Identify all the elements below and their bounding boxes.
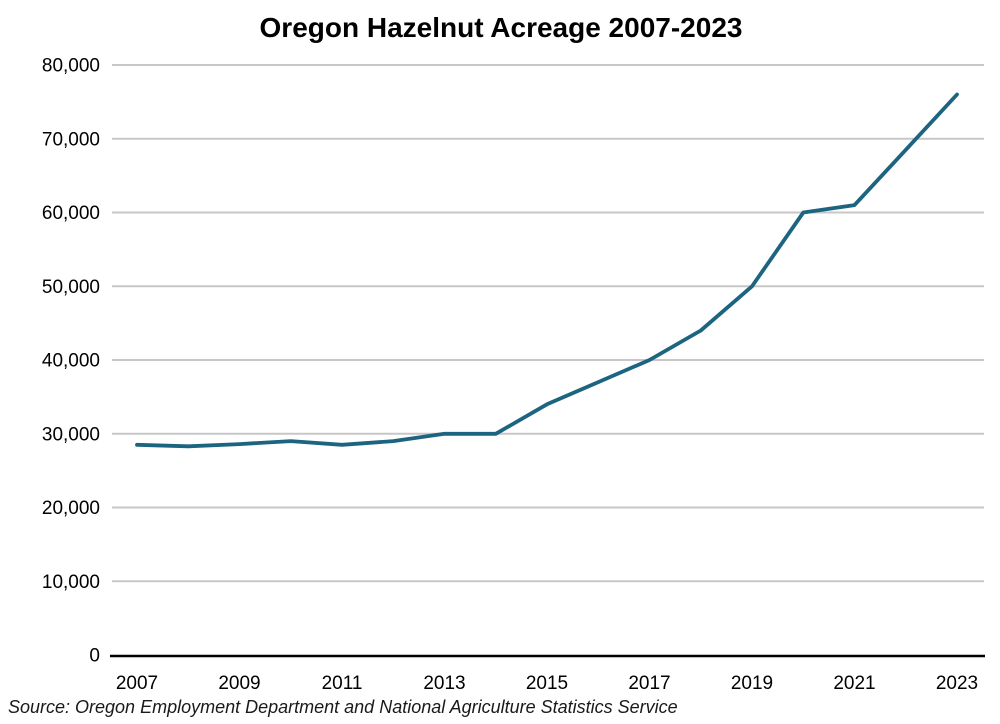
x-tick-label: 2023 [936, 673, 978, 694]
source-note: Source: Oregon Employment Department and… [8, 697, 678, 717]
y-tick-label: 10,000 [42, 572, 100, 593]
y-tick-label: 80,000 [42, 56, 100, 77]
x-tick-label: 2017 [628, 673, 670, 694]
y-tick-label: 30,000 [42, 424, 100, 445]
chart-title: Oregon Hazelnut Acreage 2007-2023 [260, 12, 743, 43]
x-tick-label: 2015 [526, 673, 568, 694]
y-gridlines [112, 64, 984, 583]
y-tick-label: 60,000 [42, 203, 100, 224]
y-tick-label: 40,000 [42, 351, 100, 372]
x-tick-label: 2013 [423, 673, 465, 694]
y-tick-label: 20,000 [42, 498, 100, 519]
x-tick-label: 2021 [833, 673, 875, 694]
x-tick-label: 2007 [116, 673, 158, 694]
x-tick-label: 2019 [731, 673, 773, 694]
y-tick-label: 50,000 [42, 277, 100, 298]
x-tick-label: 2009 [218, 673, 260, 694]
x-axis-tick-labels: 2007 2009 2011 2013 2015 2017 2019 2021 2023 [116, 673, 978, 694]
y-tick-label: 70,000 [42, 129, 100, 150]
y-axis-tick-labels: 0 10,000 20,000 30,000 40,000 50,000 60,000 70,… [42, 56, 100, 667]
x-tick-label: 2011 [322, 673, 363, 694]
y-tick-label: 0 [89, 646, 100, 667]
acreage-line-series [135, 92, 959, 449]
